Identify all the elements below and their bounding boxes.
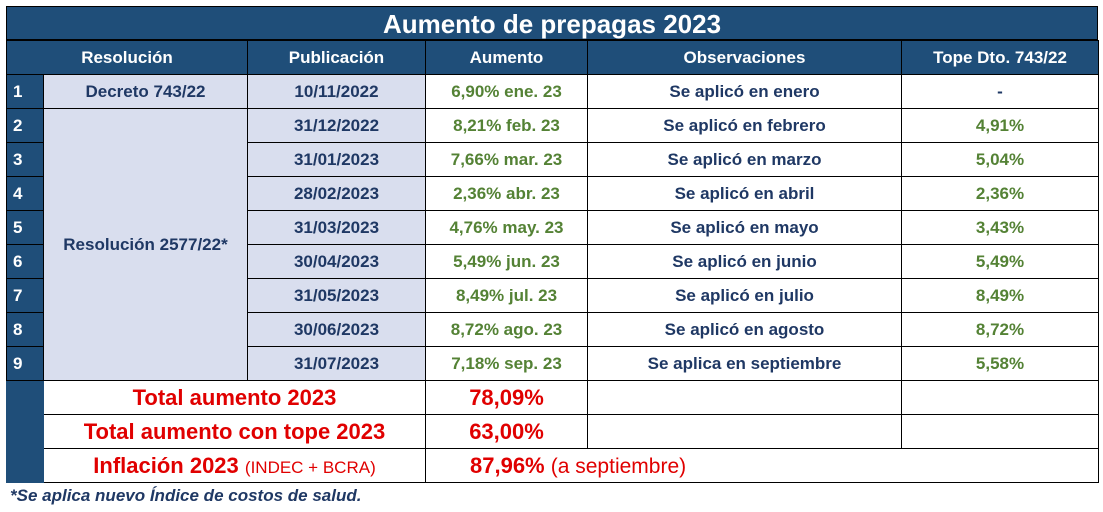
total-label: Total aumento 2023 [43, 380, 426, 415]
totals-side-bar [6, 380, 44, 483]
header-resolucion: Resolución [6, 40, 248, 75]
inflacion-note: (a septiembre) [550, 454, 687, 478]
row-number: 1 [6, 74, 44, 109]
total-tope-value: 63,00% [425, 414, 588, 449]
row-number: 2 [6, 108, 44, 143]
tope-cell: 4,91% [901, 108, 1099, 143]
aumento-cell: 5,49% jun. 23 [425, 244, 588, 279]
inflacion-label-cell: Inflación 2023 (INDEC + BCRA) [43, 448, 426, 483]
observaciones-cell: Se aplica en septiembre [587, 346, 902, 381]
observaciones-cell: Se aplicó en febrero [587, 108, 902, 143]
observaciones-cell: Se aplicó en junio [587, 244, 902, 279]
table-row: 7 31/05/2023 8,49% jul. 23 Se aplicó en … [6, 278, 1099, 313]
footnote: *Se aplica nuevo Índice de costos de sal… [10, 486, 362, 505]
header-observaciones: Observaciones [587, 40, 902, 75]
table-row: 3 31/01/2023 7,66% mar. 23 Se aplicó en … [6, 142, 1099, 177]
inflacion-source: (INDEC + BCRA) [244, 457, 376, 477]
aumento-cell: 7,18% sep. 23 [425, 346, 588, 381]
tope-empty-obs [587, 414, 902, 449]
publicacion-cell: 31/01/2023 [247, 142, 426, 177]
tope-cell: 8,49% [901, 278, 1099, 313]
total-empty-tope [901, 380, 1099, 415]
publicacion-cell: 10/11/2022 [247, 74, 426, 109]
resolucion-cell: Resolución 2577/22* [43, 108, 248, 381]
table-row: 9 31/07/2023 7,18% sep. 23 Se aplica en … [6, 346, 1099, 381]
publicacion-cell: 31/12/2022 [247, 108, 426, 143]
table-row: 5 31/03/2023 4,76% may. 23 Se aplicó en … [6, 210, 1099, 245]
tope-cell: - [901, 74, 1099, 109]
total-empty-obs [587, 380, 902, 415]
header-publicacion: Publicación [247, 40, 426, 75]
prepagas-table-container: Aumento de prepagas 2023 Resolución Publ… [6, 6, 1099, 483]
resolucion-cell: Decreto 743/22 [43, 74, 248, 109]
publicacion-cell: 31/03/2023 [247, 210, 426, 245]
table-row: 6 30/04/2023 5,49% jun. 23 Se aplicó en … [6, 244, 1099, 279]
table-row: 4 28/02/2023 2,36% abr. 23 Se aplicó en … [6, 176, 1099, 211]
row-number: 3 [6, 142, 44, 177]
header-tope: Tope Dto. 743/22 [901, 40, 1099, 75]
table-row: 2 Resolución 2577/22* 31/12/2022 8,21% f… [6, 108, 1099, 381]
observaciones-cell: Se aplicó en julio [587, 278, 902, 313]
aumento-cell: 4,76% may. 23 [425, 210, 588, 245]
prepagas-table: Resolución Publicación Aumento Observaci… [6, 40, 1099, 483]
row-number: 4 [6, 176, 44, 211]
total-value: 78,09% [425, 380, 588, 415]
publicacion-cell: 28/02/2023 [247, 176, 426, 211]
row-number: 8 [6, 312, 44, 347]
publicacion-cell: 30/06/2023 [247, 312, 426, 347]
tope-cell: 5,58% [901, 346, 1099, 381]
aumento-cell: 8,21% feb. 23 [425, 108, 588, 143]
observaciones-cell: Se aplicó en enero [587, 74, 902, 109]
aumento-cell: 8,72% ago. 23 [425, 312, 588, 347]
observaciones-cell: Se aplicó en mayo [587, 210, 902, 245]
total-tope-row: Total aumento con tope 2023 63,00% [7, 414, 1099, 449]
row-number: 6 [6, 244, 44, 279]
tope-cell: 3,43% [901, 210, 1099, 245]
header-aumento: Aumento [425, 40, 588, 75]
table-title: Aumento de prepagas 2023 [6, 6, 1098, 40]
publicacion-cell: 30/04/2023 [247, 244, 426, 279]
publicacion-cell: 31/05/2023 [247, 278, 426, 313]
inflacion-value: 87,96% [470, 452, 545, 478]
observaciones-cell: Se aplicó en agosto [587, 312, 902, 347]
observaciones-cell: Se aplicó en abril [587, 176, 902, 211]
row-number: 5 [6, 210, 44, 245]
aumento-cell: 2,36% abr. 23 [425, 176, 588, 211]
inflacion-row: Inflación 2023 (INDEC + BCRA) 87,96% (a … [7, 448, 1099, 483]
aumento-cell: 6,90% ene. 23 [425, 74, 588, 109]
total-row: Total aumento 2023 78,09% [6, 380, 1099, 483]
publicacion-cell: 31/07/2023 [247, 346, 426, 381]
row-number: 9 [6, 346, 44, 381]
tope-cell: 8,72% [901, 312, 1099, 347]
inflacion-value-cell: 87,96% (a septiembre) [425, 448, 1099, 483]
table-row: 8 30/06/2023 8,72% ago. 23 Se aplicó en … [6, 312, 1099, 347]
table-row: 1 Decreto 743/22 10/11/2022 6,90% ene. 2… [6, 74, 1099, 109]
inflacion-label: Inflación 2023 [93, 452, 239, 478]
total-tope-label: Total aumento con tope 2023 [43, 414, 426, 449]
observaciones-cell: Se aplicó en marzo [587, 142, 902, 177]
header-row: Resolución Publicación Aumento Observaci… [6, 40, 1099, 75]
tope-cell: 5,49% [901, 244, 1099, 279]
tope-cell: 2,36% [901, 176, 1099, 211]
aumento-cell: 7,66% mar. 23 [425, 142, 588, 177]
tope-empty-tope [901, 414, 1099, 449]
tope-cell: 5,04% [901, 142, 1099, 177]
row-number: 7 [6, 278, 44, 313]
aumento-cell: 8,49% jul. 23 [425, 278, 588, 313]
